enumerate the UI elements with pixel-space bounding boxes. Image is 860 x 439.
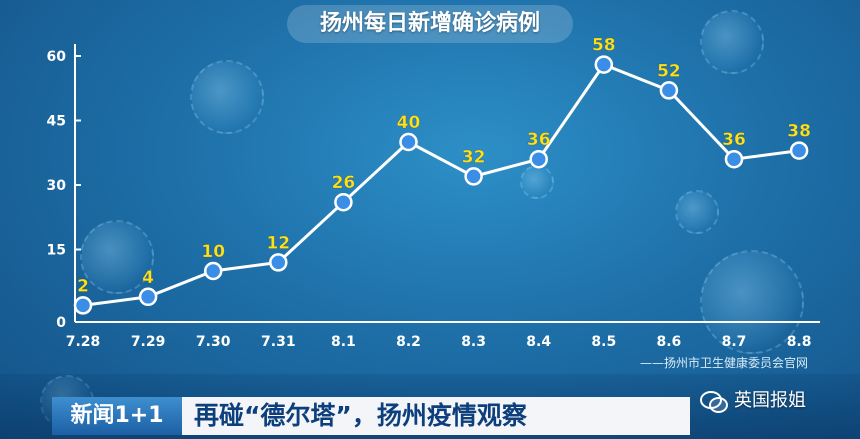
x-tick-label: 7.29 — [131, 334, 166, 350]
watermark-badge: 英国报姐 — [700, 384, 806, 418]
data-label: 40 — [397, 113, 421, 133]
data-point — [269, 253, 288, 272]
y-tick-label: 30 — [47, 178, 67, 194]
data-label: 38 — [787, 122, 811, 142]
virus-decoration — [80, 220, 154, 294]
y-tick-label: 60 — [47, 49, 67, 65]
data-point — [73, 296, 93, 315]
data-label: 58 — [592, 36, 616, 56]
data-label: 12 — [266, 233, 290, 253]
data-label: 10 — [201, 242, 225, 262]
data-point — [659, 81, 679, 100]
x-tick-label: 7.30 — [196, 334, 231, 350]
x-tick-label: 7.28 — [66, 334, 101, 350]
y-tick-label: 15 — [47, 243, 66, 259]
data-point — [138, 287, 158, 307]
x-tick-label: 8.8 — [787, 334, 812, 350]
source-credit: ——扬州市卫生健康委员会官网 — [639, 356, 808, 370]
virus-decoration — [700, 10, 764, 74]
virus-decoration — [190, 60, 264, 134]
data-point — [203, 261, 223, 281]
y-tick-label: 45 — [47, 114, 66, 130]
x-tick-label: 8.5 — [591, 334, 616, 350]
watermark-text: 英国报姐 — [734, 390, 806, 411]
data-point — [334, 192, 353, 212]
data-point — [724, 149, 744, 169]
x-tick-label: 8.6 — [656, 334, 681, 350]
data-label: 32 — [462, 147, 486, 167]
virus-decoration — [700, 250, 804, 354]
data-label: 26 — [332, 173, 356, 193]
data-label: 36 — [722, 130, 746, 150]
program-logo: 新闻1+1 — [52, 397, 182, 435]
data-point — [529, 149, 548, 169]
data-point — [464, 167, 483, 186]
wechat-icon — [700, 389, 728, 413]
x-tick-label: 8.2 — [396, 334, 421, 350]
x-tick-label: 7.31 — [261, 334, 296, 350]
series-line — [82, 63, 800, 307]
data-label: 4 — [142, 268, 154, 288]
data-label: 36 — [527, 130, 551, 150]
x-tick-label: 8.1 — [331, 334, 356, 350]
x-tick-label: 8.3 — [461, 334, 486, 350]
x-tick-label: 8.7 — [722, 334, 747, 350]
data-point — [789, 141, 809, 160]
x-tick-label: 8.4 — [526, 334, 551, 350]
y-tick-label: 0 — [56, 315, 66, 331]
headline-banner: 再碰“德尔塔”，扬州疫情观察 — [182, 397, 690, 435]
virus-decoration — [675, 190, 719, 234]
data-label: 2 — [77, 276, 89, 296]
data-point — [399, 132, 418, 152]
chart-title: 扬州每日新增确诊病例 — [287, 5, 573, 43]
data-label: 52 — [657, 61, 681, 81]
data-point — [594, 55, 614, 74]
